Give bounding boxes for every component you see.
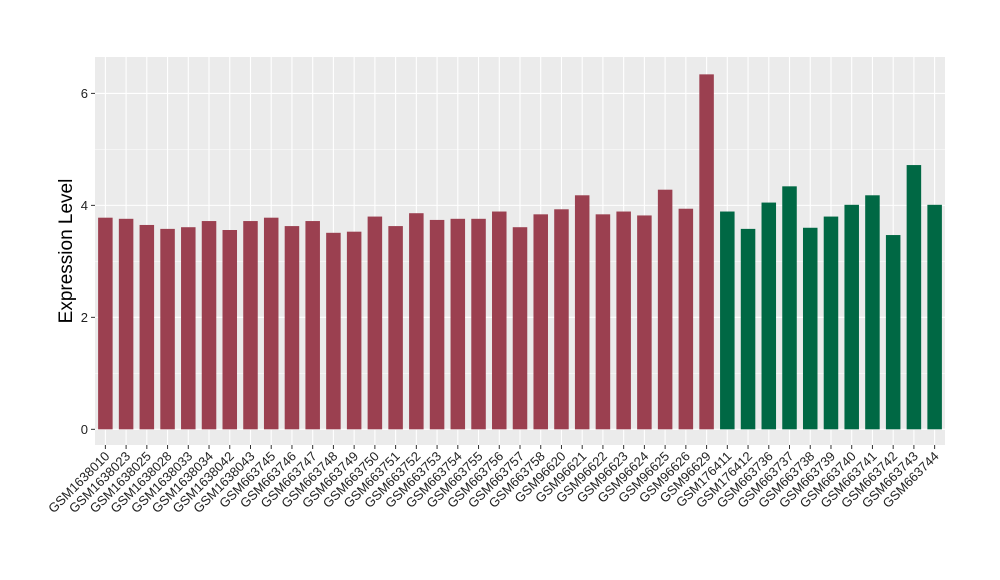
bar-GSM663739	[823, 216, 839, 430]
bar-GSM96623	[616, 211, 631, 430]
bar-GSM96629	[699, 74, 714, 430]
bar-GSM663749	[346, 231, 362, 430]
bar-GSM96625	[657, 189, 673, 430]
y-axis-title: Expression Level	[56, 179, 77, 324]
bar-GSM663745	[263, 217, 279, 430]
bar-GSM176411	[720, 211, 735, 430]
bar-GSM1638033	[181, 227, 196, 430]
bar-GSM663757	[512, 227, 528, 430]
bar-GSM663740	[844, 204, 859, 430]
y-tick-label: 2	[81, 310, 88, 325]
bar-GSM663737	[782, 186, 797, 430]
bar-GSM663756	[492, 211, 507, 430]
bar-GSM96624	[637, 215, 652, 430]
bar-GSM96622	[595, 214, 611, 430]
bar-GSM1638042	[222, 230, 238, 430]
bar-GSM1638034	[201, 221, 217, 430]
y-axis: 0 2 4 6	[81, 86, 95, 437]
bar-GSM663744	[927, 204, 942, 430]
bar-GSM1638023	[118, 218, 134, 430]
bar-GSM1638043	[243, 221, 258, 430]
bar-GSM663750	[367, 216, 383, 430]
bars	[98, 74, 942, 430]
bar-GSM1638010	[98, 217, 113, 430]
bar-GSM96621	[574, 195, 590, 430]
bar-GSM663736	[761, 202, 777, 430]
bar-GSM1638025	[139, 224, 155, 430]
bar-GSM663746	[284, 226, 300, 430]
y-tick-label: 0	[81, 422, 88, 437]
bar-GSM1638028	[160, 228, 175, 430]
bar-GSM663738	[802, 227, 818, 430]
bar-GSM663754	[450, 218, 466, 430]
y-tick-label: 4	[81, 198, 88, 213]
bar-GSM663752	[409, 213, 424, 430]
x-axis: GSM1638010GSM1638023GSM1638025GSM1638028…	[45, 445, 942, 516]
bar-GSM663753	[429, 219, 445, 430]
bar-GSM96626	[678, 208, 694, 430]
bar-GSM96620	[554, 209, 569, 430]
bar-GSM663758	[533, 214, 548, 430]
bar-GSM176412	[740, 228, 756, 430]
bar-GSM663741	[865, 195, 880, 430]
bar-GSM663743	[906, 165, 922, 430]
bar-GSM663751	[388, 226, 403, 430]
bar-GSM663755	[471, 218, 486, 430]
y-tick-label: 6	[81, 86, 88, 101]
bar-GSM663742	[885, 235, 901, 430]
bar-GSM663748	[326, 232, 341, 430]
bar-GSM663747	[305, 221, 320, 430]
